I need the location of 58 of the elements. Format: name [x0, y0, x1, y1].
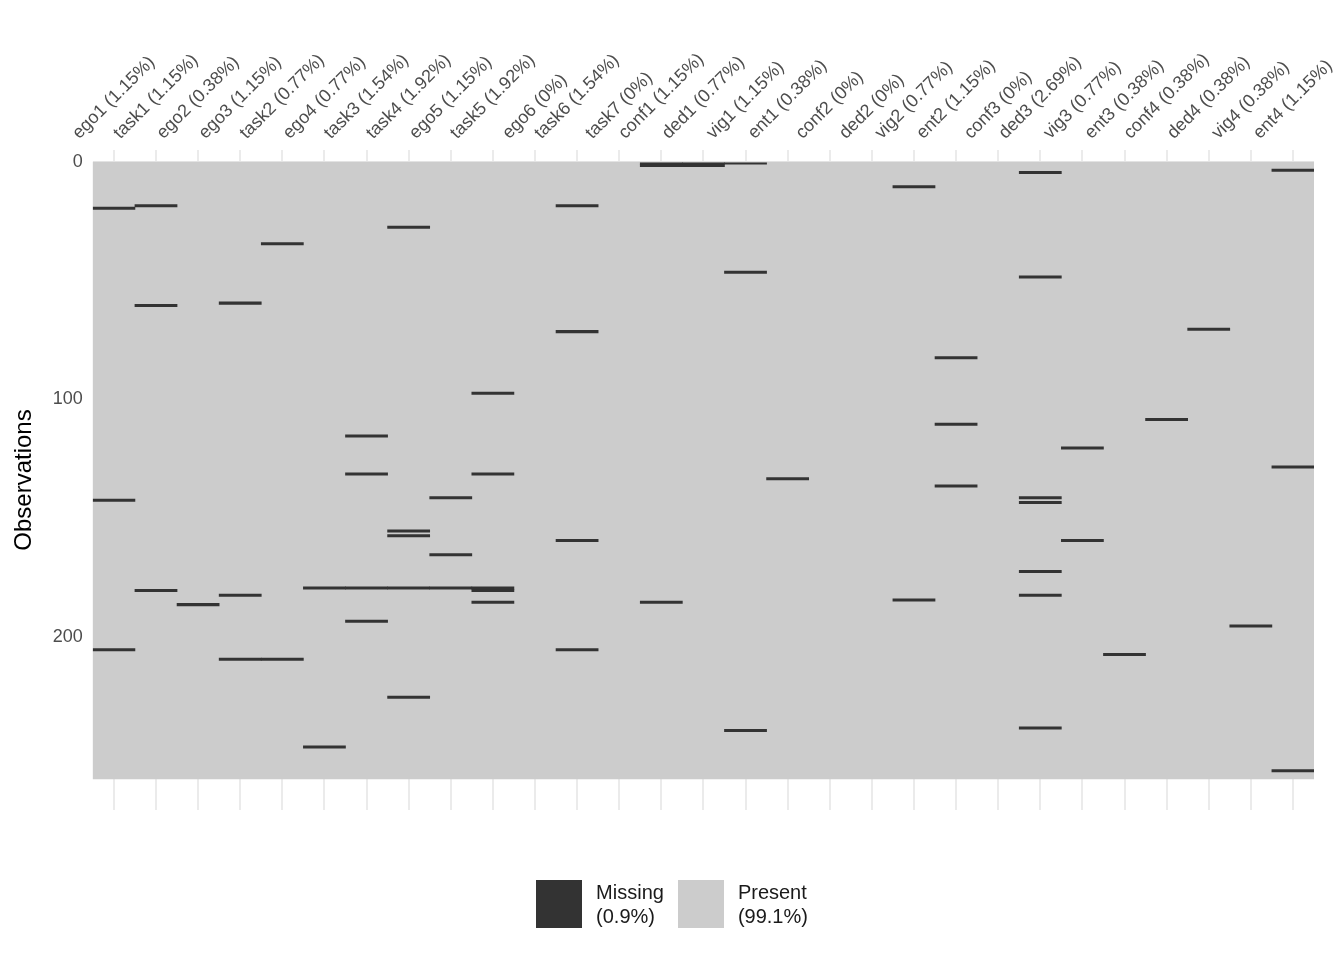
bar	[387, 695, 431, 699]
bar	[555, 330, 599, 334]
bar	[134, 204, 178, 208]
bar	[387, 529, 431, 533]
bar	[471, 472, 515, 476]
bar	[260, 242, 304, 246]
bar	[1018, 501, 1062, 505]
bar	[303, 745, 346, 749]
bar	[134, 588, 178, 592]
bar	[1145, 417, 1188, 421]
bar	[555, 648, 599, 652]
bar	[345, 619, 388, 623]
bar	[892, 598, 936, 602]
bar	[471, 600, 515, 604]
bar	[892, 185, 936, 189]
bar	[1271, 168, 1314, 172]
y-axis-title: Observations	[9, 409, 37, 551]
bar	[1187, 327, 1231, 331]
y-tick-label: 0	[72, 150, 83, 171]
bar	[471, 391, 515, 395]
bar	[429, 496, 473, 500]
bar	[429, 553, 473, 557]
bar	[934, 422, 978, 426]
bar	[176, 603, 220, 607]
bar	[92, 498, 136, 502]
bar	[1271, 465, 1314, 469]
bar	[1229, 624, 1273, 628]
bar	[387, 534, 431, 538]
bar	[555, 204, 599, 208]
bar	[724, 270, 767, 274]
bar	[345, 434, 388, 438]
bar	[92, 206, 136, 210]
bar	[639, 600, 683, 604]
bar	[1018, 569, 1062, 573]
bar	[387, 225, 431, 229]
bar	[1018, 496, 1062, 500]
bar	[934, 356, 978, 360]
y-tick-label: 200	[52, 625, 83, 646]
legend-label: Missing (0.9%)	[596, 880, 664, 928]
bar	[1018, 726, 1062, 730]
bar	[218, 593, 262, 597]
bar	[218, 301, 262, 305]
bar	[1018, 593, 1062, 597]
bar	[1061, 539, 1104, 543]
y-tick-label: 100	[52, 388, 83, 409]
bar	[345, 472, 388, 476]
bar	[1061, 446, 1104, 450]
bar	[134, 303, 178, 308]
bar	[92, 648, 136, 652]
bar	[1103, 652, 1146, 657]
bar	[724, 728, 767, 732]
bar	[1018, 275, 1062, 279]
bar	[934, 484, 978, 488]
bar	[1271, 769, 1314, 773]
bar	[555, 539, 599, 543]
bar	[1018, 171, 1062, 175]
legend-label: Present (99.1%)	[737, 880, 808, 928]
bar	[766, 477, 810, 481]
